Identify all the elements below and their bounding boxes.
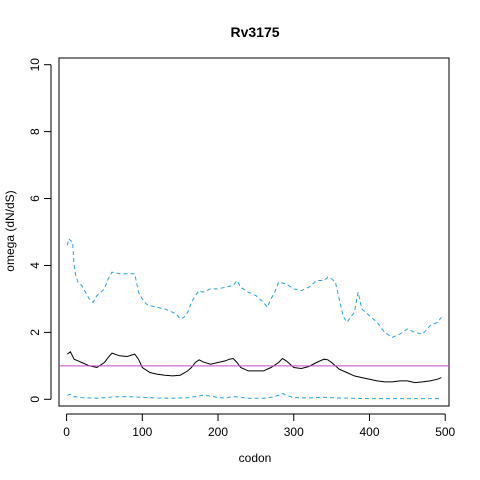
y-tick-label: 8: [28, 128, 42, 135]
series-line-1: [67, 351, 442, 384]
y-tick-label: 6: [28, 195, 42, 202]
y-axis: 0 2 4 6 8 10: [28, 58, 52, 403]
x-tick-label: 100: [132, 425, 152, 439]
series-line-3: [67, 392, 442, 400]
y-tick-label: 2: [28, 329, 42, 336]
x-tick-label: 400: [359, 425, 379, 439]
y-axis-label: omega (dN/dS): [3, 190, 17, 271]
chart-title: Rv3175: [230, 24, 279, 40]
x-tick-label: 0: [63, 425, 70, 439]
series-layer: [66, 237, 442, 400]
x-axis-label: codon: [239, 451, 272, 465]
x-tick-label: 300: [284, 425, 304, 439]
y-tick-label: 4: [28, 262, 42, 269]
y-tick-label: 0: [28, 396, 42, 403]
x-tick-label: 200: [208, 425, 228, 439]
x-axis: 0 100 200 300 400 500: [63, 413, 456, 439]
y-tick-label: 10: [28, 58, 42, 72]
x-tick-label: 500: [435, 425, 455, 439]
plot-frame: [58, 57, 450, 407]
series-line-2: [66, 237, 442, 338]
